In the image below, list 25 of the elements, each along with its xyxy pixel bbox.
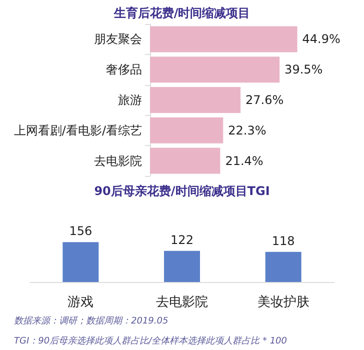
data-label: 39.5%: [284, 62, 323, 77]
y-tick-label: 上网看剧/看电影/看综艺: [14, 123, 142, 138]
data-label: 22.3%: [228, 123, 266, 138]
data-label: 122: [170, 232, 194, 247]
data-label: 21.4%: [225, 154, 264, 168]
source-note: 数据来源：调研；数据周期：2019.05: [14, 316, 168, 326]
bar: [150, 87, 241, 113]
data-label: 27.6%: [246, 93, 284, 107]
x-tick-label: 美妆护肤: [257, 294, 310, 310]
bar: [150, 117, 224, 144]
data-label: 156: [69, 224, 92, 238]
text: TGI：90后母亲选择此项人群占比/全体样本选择此项人群占比 * 100: [14, 336, 288, 346]
bar: [150, 148, 220, 174]
x-tick-label: 去电影院: [156, 295, 208, 310]
x-tick-label: 游戏: [68, 295, 94, 310]
chart-title: 90后母亲花费/时间缩减项目TGI: [94, 184, 270, 198]
chart-title: 生育后花费/时间缩减项目: [112, 6, 250, 20]
data-label: 44.9%: [302, 32, 340, 46]
y-tick-label: 旅游: [118, 93, 142, 107]
y-tick-label: 奢侈品: [106, 62, 142, 77]
y-tick-label: 朋友聚会: [94, 32, 142, 46]
bar: [150, 26, 298, 52]
y-tick-label: 去电影院: [94, 154, 142, 168]
data-label: 118: [272, 234, 295, 248]
bar: [150, 56, 280, 83]
